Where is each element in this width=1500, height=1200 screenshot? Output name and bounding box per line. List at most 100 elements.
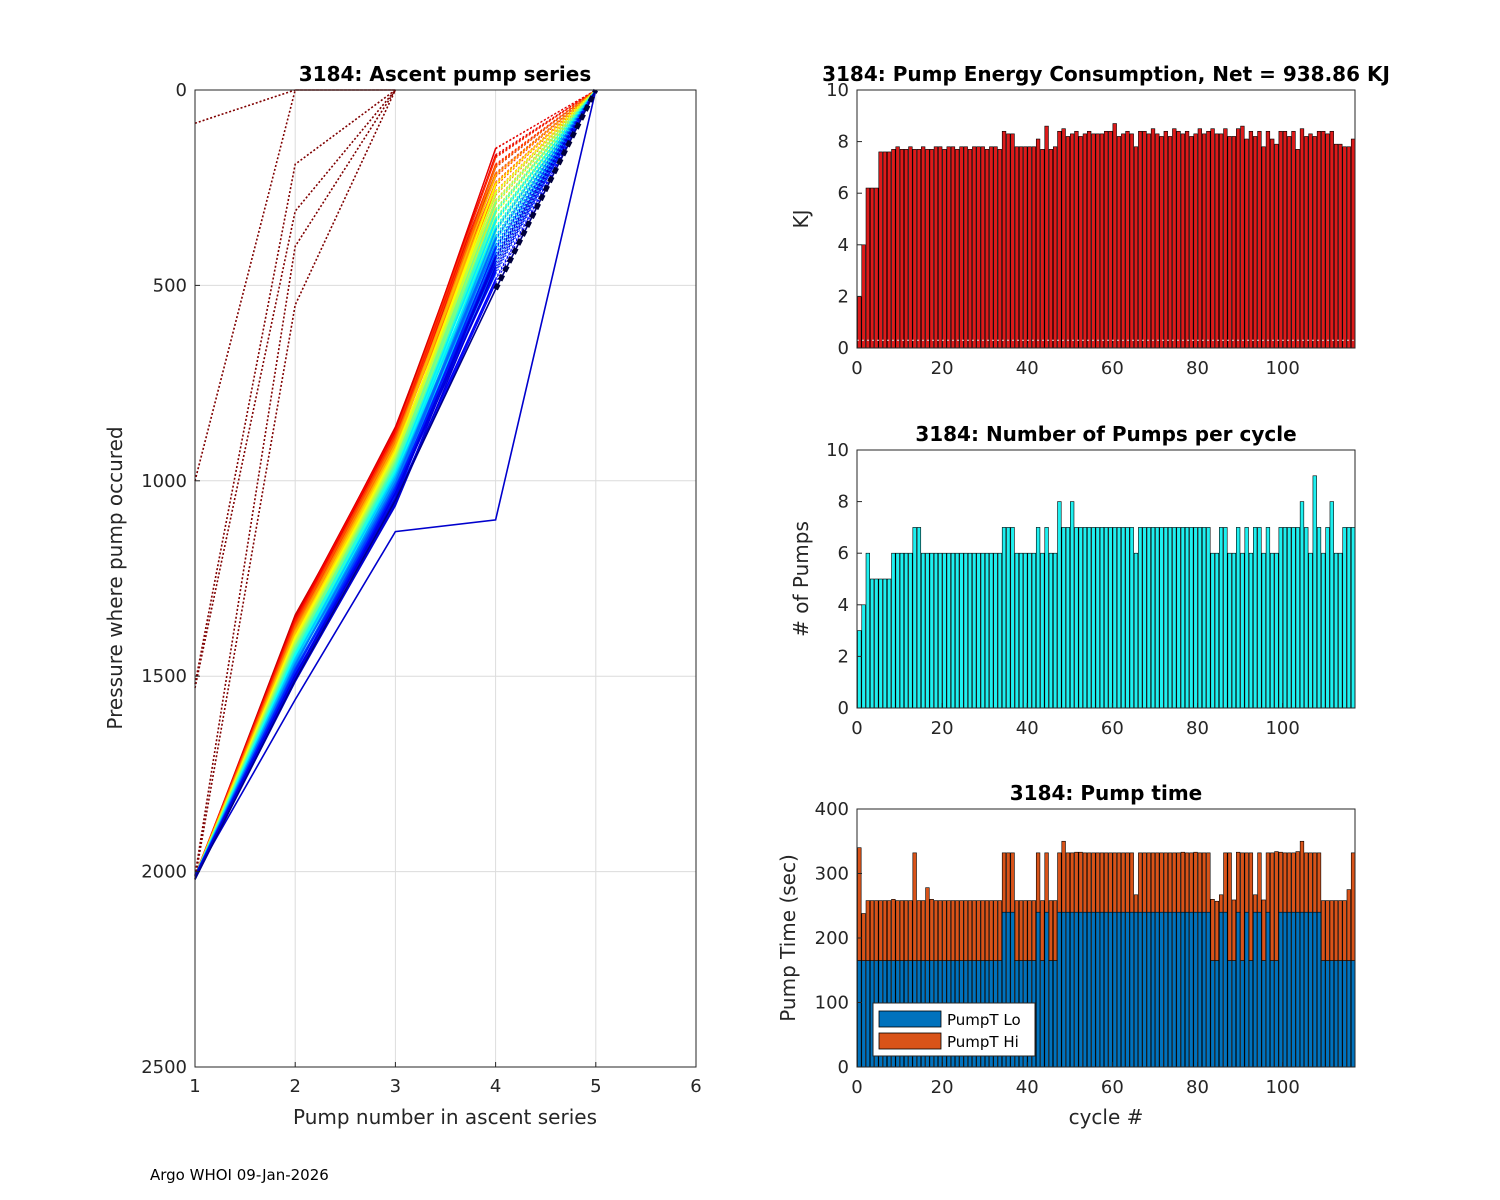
energy-bar	[1125, 130, 1130, 349]
pumps-bar	[1146, 527, 1151, 709]
ascent-ytick-label: 1500	[141, 666, 187, 687]
pumps-bar	[1078, 527, 1083, 709]
pumps-bar	[1155, 527, 1160, 709]
pumptime-bar-hi	[916, 900, 922, 961]
pumps-bar	[908, 552, 913, 709]
pumps-bar	[925, 552, 930, 709]
energy-bar	[895, 146, 900, 349]
energy-bar	[1189, 136, 1194, 349]
energy-ytick-label: 6	[838, 183, 849, 204]
ascent-ytick-label: 500	[153, 275, 187, 296]
energy-xtick-label: 20	[931, 358, 954, 379]
pumps-bar	[1138, 527, 1143, 709]
pumptime-bar-hi	[1074, 851, 1079, 913]
pumptime-bar-hi	[1048, 900, 1053, 961]
pumps-bar	[1299, 501, 1305, 709]
pumptime-bar-hi	[1146, 852, 1151, 913]
energy-bar	[1155, 133, 1160, 349]
pumps-bar	[874, 578, 879, 709]
pumptime-bar-lo	[1133, 911, 1139, 1068]
pumps-bar	[1150, 527, 1156, 709]
pumptime-bar-lo	[1061, 911, 1066, 1068]
energy-bar	[1176, 130, 1181, 349]
pumptime-bar-lo	[1291, 911, 1296, 1068]
pumptime-bar-hi	[1321, 900, 1326, 961]
pumptime-bar-lo	[1193, 911, 1198, 1068]
ascent-xtick-label: 2	[289, 1076, 300, 1097]
pumps-bar	[1338, 552, 1343, 709]
pumps-bar	[1291, 527, 1296, 709]
pumptime-bar-lo	[861, 960, 866, 1068]
pumptime-bar-lo	[1274, 960, 1279, 1068]
pumps-bar	[1257, 527, 1262, 709]
pumptime-bar-hi	[984, 900, 990, 961]
pumptime-bar-hi	[1299, 840, 1305, 913]
pumptime-bar-hi	[861, 913, 866, 961]
energy-bar	[1061, 128, 1066, 349]
pumptime-bar-hi	[963, 900, 968, 961]
energy-bar	[1129, 133, 1134, 349]
pumptime-bar-hi	[1163, 852, 1168, 913]
pumps-bar	[1121, 527, 1126, 709]
energy-bar	[946, 146, 951, 349]
energy-bar	[874, 187, 879, 349]
energy-bar	[1159, 136, 1164, 349]
pumptime-bar-lo	[1163, 911, 1168, 1068]
pumptime-bar-lo	[1121, 911, 1126, 1068]
energy-bar	[1142, 130, 1147, 349]
energy-bar	[865, 187, 870, 349]
energy-bar	[1023, 146, 1028, 349]
ascent-ylabel: Pressure where pump occured	[103, 426, 127, 729]
pumps-bar	[1240, 552, 1245, 709]
pumptime-bar-hi	[980, 900, 985, 961]
pumptime-bar-hi	[882, 900, 887, 961]
pumps-bar	[1274, 552, 1279, 709]
pumps-bar	[1321, 552, 1326, 709]
pumps-bar	[984, 552, 990, 709]
pumps-bar	[1142, 527, 1147, 709]
pumps-bar	[916, 527, 922, 709]
pumps-bar	[1350, 527, 1356, 709]
pumptime-bar-lo	[1350, 960, 1356, 1068]
pumps-ytick-label: 0	[838, 698, 849, 719]
pumps-bar	[912, 527, 917, 709]
pumps-bar	[1129, 527, 1134, 709]
pumps-bar	[1329, 501, 1334, 709]
energy-bar	[1295, 149, 1300, 349]
pumps-xtick-label: 100	[1265, 718, 1299, 739]
energy-bar	[1074, 130, 1079, 349]
energy-bar	[1308, 133, 1313, 349]
pumptime-bar-hi	[1261, 899, 1266, 961]
pumptime-bar-hi	[1236, 851, 1241, 913]
pumptime-bar-hi	[1240, 852, 1245, 961]
energy-bar	[1116, 136, 1122, 349]
pumptime-bar-hi	[929, 898, 934, 961]
pumptime-bar-lo	[1223, 911, 1228, 1068]
pumptime-bar-hi	[1091, 852, 1096, 913]
ascent-series-tail	[495, 89, 696, 273]
pumps-bar	[1108, 527, 1113, 709]
pumptime-bar-lo	[1074, 911, 1079, 1068]
pumptime-bar-hi	[955, 900, 960, 961]
pumps-bar	[1236, 527, 1241, 709]
pumptime-bar-hi	[972, 900, 977, 961]
energy-bar	[1065, 136, 1071, 349]
pumptime-bar-hi	[1108, 852, 1113, 913]
pumps-bar	[1091, 527, 1096, 709]
energy-title: 3184: Pump Energy Consumption, Net = 938…	[822, 62, 1390, 86]
pumptime-bar-lo	[1346, 960, 1351, 1068]
pumptime-bar-hi	[1061, 840, 1066, 913]
pumptime-bar-hi	[997, 900, 1002, 961]
pumps-bar	[1048, 552, 1053, 709]
pumps-ytick-label: 10	[826, 440, 849, 461]
pumps-bar	[1087, 527, 1092, 709]
pumptime-bar-hi	[1125, 852, 1130, 913]
pumptime-bar-hi	[1035, 852, 1041, 913]
ascent-xlabel: Pump number in ascent series	[293, 1105, 597, 1129]
ascent-xtick-label: 4	[490, 1076, 501, 1097]
energy-bar	[1163, 130, 1168, 349]
pumptime-bar-lo	[1197, 911, 1202, 1068]
pumptime-bar-hi	[1031, 900, 1036, 961]
pumptime-legend: PumpT Lo PumpT Hi	[872, 1002, 1036, 1057]
pumptime-bar-hi	[1278, 851, 1283, 913]
